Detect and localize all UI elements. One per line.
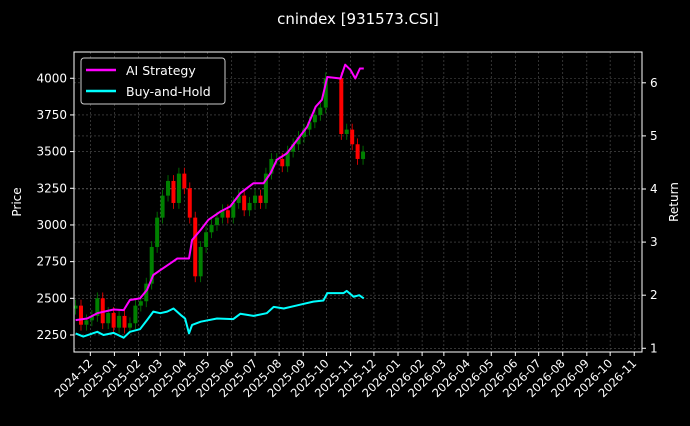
candle-body	[176, 173, 181, 203]
candle-body	[307, 122, 312, 130]
legend-label-buy-and-hold: Buy-and-Hold	[126, 84, 211, 99]
candle-body	[95, 298, 100, 316]
series-line-ai-strategy	[75, 63, 364, 322]
candle-body	[301, 129, 306, 137]
candle-body	[144, 283, 149, 302]
candle-body	[263, 173, 268, 203]
candle-body	[247, 202, 252, 211]
y-tick-label: 3000	[36, 218, 67, 232]
candle-body	[171, 180, 176, 203]
candle-body	[339, 78, 344, 135]
candle-body	[296, 136, 301, 145]
candle-body	[350, 129, 355, 145]
y2-tick-label: 3	[650, 235, 658, 249]
candle-body	[258, 195, 263, 203]
candle-body	[225, 210, 230, 218]
chart-title: cnindex [931573.CSI]	[277, 10, 439, 28]
candle-body	[214, 217, 219, 225]
candle-body	[127, 323, 132, 328]
y-tick-label: 2500	[36, 291, 67, 305]
candle-body	[280, 158, 285, 167]
candle-body	[149, 246, 154, 284]
candle-body	[84, 320, 89, 325]
candle-body	[312, 114, 317, 123]
candle-body	[138, 301, 143, 306]
candle-body	[100, 298, 105, 324]
candle-body	[117, 315, 122, 328]
y-axis-left: 2250 2500 2750 3000 3250 3500 3750 4000	[36, 71, 74, 342]
candle-body	[220, 210, 225, 218]
candle-body	[323, 78, 328, 108]
candle-body	[160, 195, 165, 218]
candle-body	[182, 173, 187, 189]
series-lines	[75, 63, 365, 339]
y-tick-label: 3500	[36, 145, 67, 159]
candle-body	[187, 188, 192, 218]
legend: AI Strategy Buy-and-Hold	[80, 57, 226, 105]
candle-body	[209, 224, 214, 233]
y-tick-label: 2250	[36, 328, 67, 342]
candle-body	[89, 315, 94, 321]
candle-body	[106, 312, 111, 324]
candle-body	[73, 305, 78, 309]
y2-tick-label: 6	[650, 76, 658, 90]
candle-body	[231, 202, 236, 218]
y2-axis-label: Return	[667, 182, 681, 222]
y-tick-label: 2750	[36, 255, 67, 269]
candle-body	[122, 315, 127, 328]
y2-tick-label: 4	[650, 182, 658, 196]
y2-tick-label: 2	[650, 288, 658, 302]
candle-body	[111, 312, 116, 328]
candle-body	[269, 158, 274, 174]
candle-body	[78, 305, 83, 325]
candle-body	[344, 129, 349, 135]
candlesticks	[73, 72, 366, 334]
x-axis: 2024-122025-012025-022025-032025-042025-…	[52, 352, 639, 400]
candle-body	[318, 107, 323, 115]
candle-body	[236, 195, 241, 203]
candle-body	[291, 144, 296, 152]
series-line-buy-and-hold	[75, 289, 365, 339]
legend-box	[80, 57, 226, 105]
candle-body	[198, 246, 203, 277]
plot-frame	[73, 51, 643, 353]
legend-label-ai-strategy: AI Strategy	[126, 63, 196, 78]
y-axis-label: Price	[10, 187, 24, 216]
candle-body	[285, 151, 290, 167]
y2-tick-label: 5	[650, 129, 658, 143]
candle-body	[133, 305, 138, 324]
candle-body	[253, 195, 258, 203]
candle-body	[242, 195, 247, 211]
candle-body	[166, 180, 171, 196]
y-tick-label: 4000	[36, 71, 67, 85]
candle-body	[193, 217, 198, 277]
candle-body	[204, 232, 209, 247]
candle-body	[361, 151, 366, 159]
y-axis-right: 1 2 3 4 5 6	[642, 76, 658, 355]
y-tick-label: 3250	[36, 181, 67, 195]
candle-body	[155, 217, 160, 247]
y2-tick-label: 1	[650, 341, 658, 355]
candle-body	[355, 144, 360, 159]
y-tick-label: 3750	[36, 108, 67, 122]
